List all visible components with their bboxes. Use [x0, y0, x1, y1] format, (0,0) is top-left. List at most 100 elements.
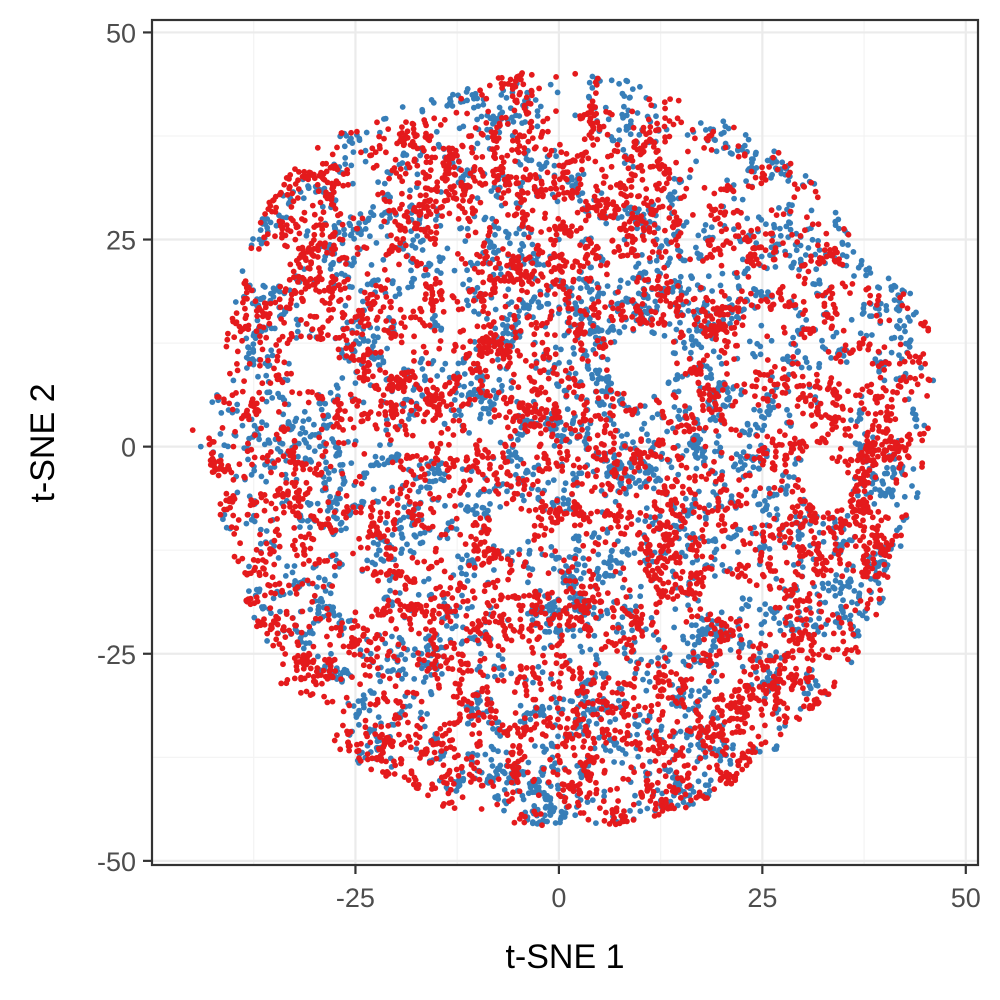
- scatter-point: [573, 567, 580, 574]
- scatter-point: [421, 578, 427, 585]
- scatter-point: [795, 560, 802, 567]
- scatter-point: [770, 398, 776, 405]
- scatter-point: [251, 614, 258, 621]
- scatter-point: [513, 230, 520, 237]
- scatter-point: [330, 604, 336, 611]
- scatter-point: [598, 327, 605, 334]
- scatter-point: [416, 656, 423, 663]
- scatter-point: [708, 224, 715, 231]
- scatter-point: [848, 417, 854, 423]
- scatter-point: [477, 657, 484, 664]
- scatter-point: [803, 622, 810, 628]
- scatter-point: [607, 748, 614, 754]
- scatter-point: [788, 263, 795, 270]
- scatter-point: [873, 312, 880, 319]
- scatter-point: [579, 190, 586, 197]
- scatter-point: [612, 498, 619, 505]
- scatter-point: [239, 268, 246, 274]
- scatter-point: [581, 562, 588, 569]
- scatter-point: [777, 627, 784, 634]
- scatter-point: [677, 728, 684, 735]
- scatter-point: [730, 742, 736, 748]
- scatter-point: [311, 421, 317, 428]
- scatter-point: [691, 641, 698, 648]
- scatter-point: [848, 316, 855, 323]
- scatter-point: [588, 286, 595, 293]
- scatter-point: [534, 113, 541, 119]
- scatter-point: [257, 362, 263, 369]
- scatter-point: [418, 484, 424, 491]
- scatter-point: [404, 541, 410, 548]
- scatter-point: [693, 244, 699, 251]
- scatter-point: [771, 484, 778, 491]
- scatter-point: [802, 252, 809, 258]
- scatter-point: [264, 224, 271, 231]
- scatter-point: [265, 363, 271, 369]
- scatter-point: [441, 420, 448, 427]
- scatter-point: [733, 532, 740, 538]
- scatter-point: [511, 312, 517, 319]
- scatter-point: [307, 457, 313, 463]
- scatter-point: [311, 448, 318, 454]
- scatter-point: [575, 561, 582, 568]
- scatter-point: [388, 668, 394, 674]
- scatter-point: [601, 491, 608, 498]
- scatter-point: [482, 751, 489, 758]
- scatter-point: [728, 315, 735, 322]
- scatter-point: [859, 311, 866, 317]
- scatter-point: [279, 440, 286, 447]
- scatter-point: [510, 118, 517, 125]
- scatter-point: [399, 546, 405, 553]
- scatter-point: [381, 180, 388, 187]
- scatter-point: [474, 697, 481, 704]
- scatter-point: [731, 195, 737, 202]
- scatter-point: [314, 584, 320, 590]
- scatter-point: [415, 591, 422, 598]
- scatter-point: [647, 464, 654, 471]
- scatter-point: [735, 648, 742, 655]
- scatter-point: [758, 630, 765, 636]
- scatter-point: [601, 572, 608, 579]
- scatter-point: [654, 267, 661, 274]
- scatter-point: [554, 198, 561, 205]
- scatter-point: [305, 183, 311, 189]
- scatter-point: [218, 410, 225, 416]
- scatter-point: [571, 351, 577, 357]
- scatter-point: [579, 648, 586, 655]
- scatter-point: [854, 628, 861, 634]
- scatter-point: [624, 78, 631, 85]
- scatter-point: [354, 128, 360, 135]
- scatter-point: [806, 364, 813, 371]
- scatter-point: [426, 484, 433, 491]
- scatter-point: [601, 401, 607, 408]
- scatter-point: [771, 615, 777, 622]
- scatter-point: [521, 231, 527, 238]
- scatter-point: [649, 414, 656, 421]
- scatter-point: [888, 396, 895, 403]
- scatter-point: [688, 687, 695, 694]
- scatter-point: [509, 549, 515, 555]
- scatter-point: [539, 669, 546, 676]
- scatter-point: [374, 653, 380, 660]
- scatter-point: [689, 559, 696, 566]
- scatter-point: [495, 748, 501, 755]
- scatter-point: [560, 501, 567, 507]
- scatter-point: [693, 465, 700, 472]
- scatter-point: [396, 261, 402, 268]
- scatter-point: [255, 373, 261, 380]
- scatter-point: [499, 315, 505, 321]
- scatter-point: [633, 665, 640, 672]
- scatter-point: [529, 789, 536, 796]
- scatter-point: [245, 344, 251, 351]
- scatter-point: [268, 325, 275, 332]
- scatter-point: [463, 89, 470, 95]
- scatter-point: [232, 299, 239, 305]
- scatter-point: [505, 330, 511, 337]
- scatter-point: [387, 215, 393, 221]
- scatter-point: [453, 788, 459, 794]
- scatter-point: [558, 808, 565, 815]
- scatter-point: [314, 181, 321, 188]
- scatter-point: [910, 466, 917, 472]
- scatter-point: [863, 272, 869, 279]
- scatter-point: [689, 342, 696, 348]
